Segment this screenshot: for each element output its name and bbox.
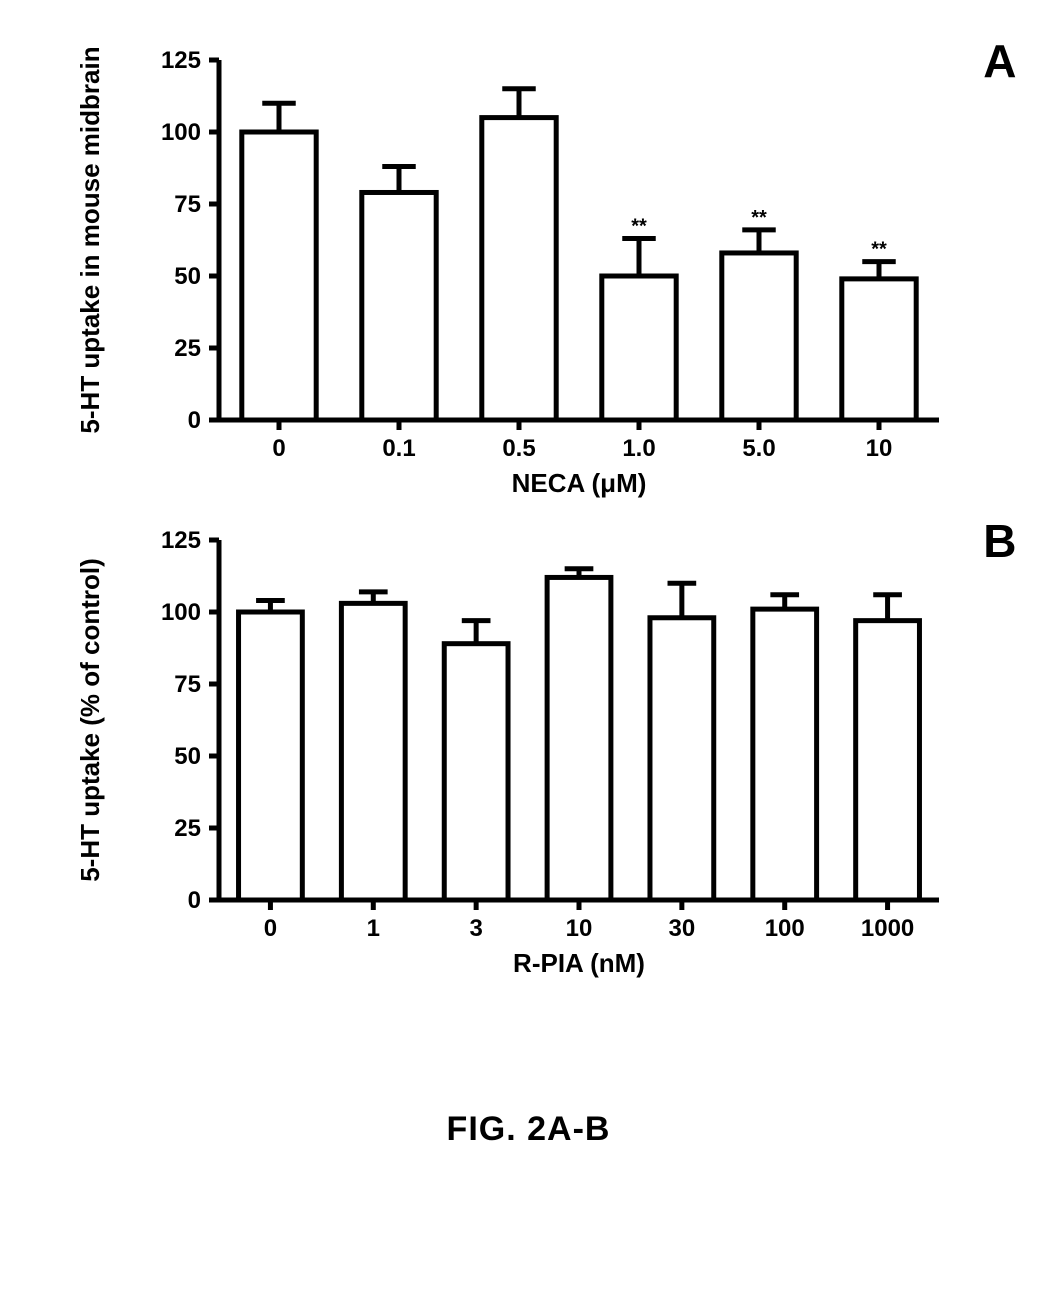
svg-text:5.0: 5.0 [742, 435, 775, 462]
svg-text:1000: 1000 [860, 915, 913, 942]
svg-text:3: 3 [469, 915, 482, 942]
svg-text:NECA (μM): NECA (μM) [511, 468, 646, 498]
svg-text:100: 100 [160, 599, 200, 626]
svg-text:100: 100 [160, 119, 200, 146]
svg-text:0.1: 0.1 [382, 435, 415, 462]
svg-text:100: 100 [764, 915, 804, 942]
panel-a: 02550751001255-HT uptake in mouse midbra… [49, 40, 1009, 510]
svg-text:5-HT uptake in mouse midbrain: 5-HT uptake in mouse midbrain [75, 46, 105, 433]
svg-text:**: ** [631, 216, 647, 238]
svg-text:75: 75 [174, 671, 201, 698]
svg-text:R-PIA (nM): R-PIA (nM) [513, 948, 645, 978]
svg-text:**: ** [751, 207, 767, 229]
svg-text:25: 25 [174, 815, 201, 842]
svg-text:125: 125 [160, 527, 200, 554]
svg-text:0: 0 [272, 435, 285, 462]
svg-text:0: 0 [187, 887, 200, 914]
svg-text:**: ** [871, 239, 887, 261]
svg-text:1.0: 1.0 [622, 435, 655, 462]
svg-text:0: 0 [263, 915, 276, 942]
panel-b: 0 25 50 75 100 125 5-HT uptake (% of control) 0… [49, 520, 1009, 990]
chart-a-svg: 02550751001255-HT uptake in mouse midbra… [49, 40, 1009, 510]
panel-a-letter: A [983, 34, 1016, 88]
svg-text:10: 10 [565, 915, 592, 942]
figure-container: 02550751001255-HT uptake in mouse midbra… [49, 40, 1009, 1149]
svg-text:75: 75 [174, 191, 201, 218]
svg-text:30: 30 [668, 915, 695, 942]
figure-caption: FIG. 2A-B [49, 1110, 1009, 1149]
svg-text:5-HT uptake (% of control): 5-HT uptake (% of control) [75, 558, 105, 882]
svg-text:125: 125 [160, 47, 200, 74]
chart-b-svg: 0 25 50 75 100 125 5-HT uptake (% of control) 0… [49, 520, 1009, 990]
svg-text:50: 50 [174, 263, 201, 290]
svg-text:25: 25 [174, 335, 201, 362]
svg-text:0: 0 [187, 407, 200, 434]
svg-text:1: 1 [366, 915, 379, 942]
panel-b-letter: B [983, 514, 1016, 568]
svg-text:10: 10 [865, 435, 892, 462]
svg-text:50: 50 [174, 743, 201, 770]
svg-text:0.5: 0.5 [502, 435, 535, 462]
